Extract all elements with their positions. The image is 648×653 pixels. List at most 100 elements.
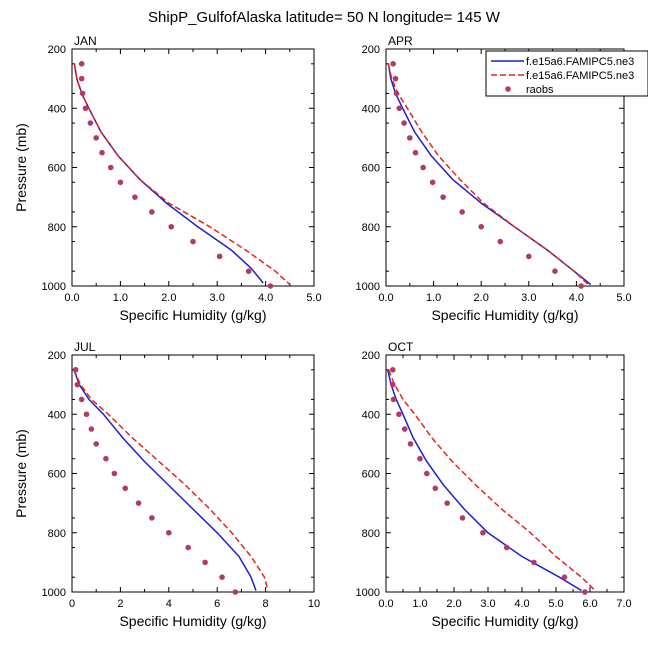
raobs-point — [407, 441, 414, 447]
y-tick-label: 800 — [48, 528, 66, 540]
y-tick-label: 200 — [48, 44, 66, 56]
raobs-point — [401, 120, 407, 126]
raobs-point — [93, 135, 99, 141]
raobs-point — [166, 529, 172, 536]
raobs-point — [117, 179, 124, 186]
raobs-point — [245, 268, 252, 274]
raobs-point — [412, 149, 419, 156]
raobs-point — [407, 135, 413, 141]
model-line-dashed — [387, 63, 589, 286]
x-tick-label: 8 — [263, 598, 269, 610]
x-tick-label: 6.0 — [582, 598, 597, 610]
raobs-point — [202, 559, 208, 566]
plot-frame — [71, 354, 315, 593]
raobs-point — [582, 589, 588, 595]
legend: f.e15a6.FAMIPC5.ne3 f.e15a6.FAMIPC5.ne3 ra… — [485, 50, 648, 97]
raobs-point — [420, 164, 426, 171]
raobs-point — [480, 529, 486, 536]
raobs-point — [390, 381, 396, 388]
x-axis-label: Specific Humidity (g/kg) — [431, 613, 578, 629]
raobs-point — [82, 105, 89, 112]
x-tick-label: 4.0 — [569, 292, 584, 304]
raobs-point — [503, 544, 510, 551]
y-tick-label: 200 — [362, 350, 380, 362]
raobs-point — [79, 90, 86, 97]
raobs-point — [432, 485, 439, 492]
model-line-dashed — [73, 63, 291, 286]
x-tick-label: 5.0 — [306, 292, 321, 304]
y-tick-label: 400 — [48, 103, 66, 115]
y-tick-label: 400 — [48, 409, 66, 421]
y-tick-label: 800 — [362, 222, 380, 234]
legend-box — [485, 50, 648, 97]
x-tick-label: 3.0 — [210, 292, 225, 304]
raobs-point — [459, 209, 465, 215]
x-axis-label: Specific Humidity (g/kg) — [119, 307, 266, 323]
panel-title: JAN — [74, 34, 97, 48]
x-tick-label: 2.0 — [161, 292, 176, 304]
y-tick-label: 200 — [48, 350, 66, 362]
raobs-point — [88, 426, 95, 432]
y-tick-label: 600 — [362, 163, 380, 175]
raobs-point — [459, 515, 466, 521]
raobs-point — [149, 209, 155, 215]
model-line-solid — [387, 63, 592, 286]
raobs-point — [393, 90, 400, 97]
model-line-solid — [73, 369, 257, 591]
raobs-point — [390, 396, 397, 403]
raobs-point — [578, 283, 584, 289]
x-tick-label: 2.0 — [446, 598, 461, 610]
legend-label: raobs — [526, 84, 554, 96]
x-tick-label: 3.0 — [521, 292, 536, 304]
x-tick-label: 7.0 — [616, 598, 631, 610]
x-tick-label: 4.0 — [258, 292, 273, 304]
x-tick-label: 5.0 — [616, 292, 631, 304]
x-tick-label: 2.0 — [474, 292, 489, 304]
y-tick-label: 1000 — [42, 281, 66, 293]
raobs-point — [396, 105, 403, 112]
y-tick-label: 800 — [362, 528, 380, 540]
x-tick-label: 1.0 — [412, 598, 427, 610]
x-tick-label: 2 — [117, 598, 123, 610]
model-line-solid — [73, 63, 264, 284]
raobs-point — [149, 515, 155, 521]
legend-marker — [505, 86, 511, 92]
x-tick-label: 4 — [166, 598, 172, 610]
raobs-point — [444, 500, 451, 506]
raobs-point — [168, 223, 175, 230]
x-tick-label: 10 — [308, 598, 320, 610]
raobs-point — [93, 441, 99, 447]
y-tick-label: 600 — [48, 469, 66, 481]
raobs-point — [78, 396, 85, 403]
raobs-point — [390, 61, 396, 67]
x-axis-label: Specific Humidity (g/kg) — [119, 613, 266, 629]
legend-label: f.e15a6.FAMIPC5.ne3 — [526, 56, 634, 68]
raobs-point — [83, 411, 90, 418]
raobs-point — [401, 426, 408, 432]
y-tick-label: 400 — [362, 409, 380, 421]
x-tick-label: 4.0 — [514, 598, 529, 610]
raobs-point — [232, 589, 239, 595]
raobs-point — [267, 283, 274, 289]
raobs-point — [72, 367, 79, 373]
x-tick-label: 0.0 — [378, 292, 393, 304]
model-line-solid — [386, 369, 582, 592]
raobs-point — [185, 544, 191, 551]
raobs-point — [417, 455, 423, 462]
y-tick-label: 600 — [362, 469, 380, 481]
raobs-point — [122, 485, 129, 492]
raobs-point — [74, 381, 81, 388]
x-tick-label: 1.0 — [113, 292, 128, 304]
x-axis-label: Specific Humidity (g/kg) — [431, 307, 578, 323]
y-tick-label: 1000 — [356, 281, 380, 293]
x-tick-label: 1.0 — [426, 292, 441, 304]
y-tick-label: 600 — [48, 163, 66, 175]
x-tick-label: 5.0 — [548, 598, 563, 610]
model-line-dashed — [73, 369, 269, 591]
raobs-point — [396, 411, 402, 418]
raobs-point — [440, 194, 446, 200]
